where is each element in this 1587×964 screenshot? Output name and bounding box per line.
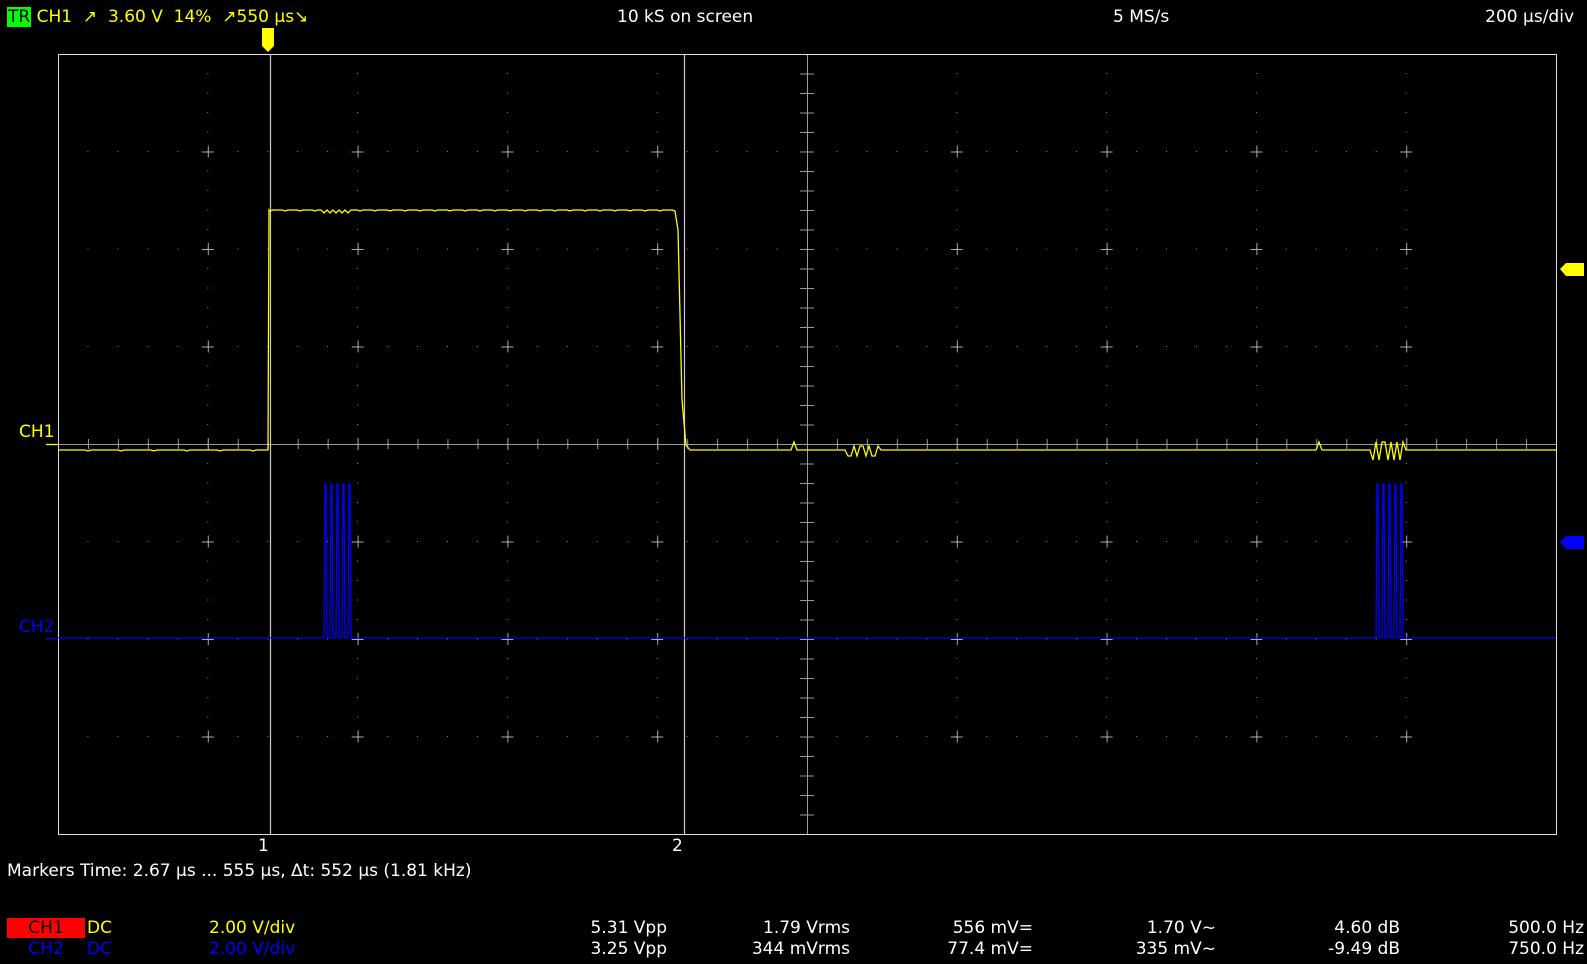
- ch2-screen-label: CH2: [19, 617, 55, 637]
- scope-display[interactable]: [0, 0, 1587, 850]
- ch2-offset-arrow-icon[interactable]: [1560, 536, 1584, 549]
- ch2-db: -9.49 dB: [1328, 939, 1400, 959]
- ch1-scale[interactable]: 2.00 V/div: [209, 918, 296, 938]
- screen-border: [58, 54, 1557, 835]
- ch2-ac: 335 mV~: [1135, 939, 1216, 959]
- sample-rate[interactable]: 5 MS/s: [1113, 7, 1170, 27]
- ch2-scale[interactable]: 2.00 V/div: [209, 939, 296, 959]
- timebase[interactable]: 200 µs/div: [1485, 7, 1574, 27]
- ch1-coupling[interactable]: DC: [87, 918, 112, 938]
- ch1-tag[interactable]: CH1: [7, 918, 85, 938]
- ch2-freq: 750.0 Hz: [1508, 939, 1584, 959]
- ch1-ac: 1.70 V~: [1146, 918, 1216, 938]
- markers-readout: Markers Time: 2.67 µs ... 555 µs, Δt: 55…: [7, 861, 472, 881]
- trigger-info[interactable]: TR CH1 ↗ 3.60 V 14% ↗550 µs↘: [7, 7, 308, 27]
- trigger-delay: ↗550 µs↘: [222, 7, 309, 27]
- ch2-coupling[interactable]: DC: [87, 939, 112, 959]
- ch1-vpp: 5.31 Vpp: [590, 918, 667, 938]
- marker-1-label: 1: [258, 836, 269, 856]
- ch2-tag[interactable]: CH2: [7, 939, 85, 959]
- samples-on-screen: 10 kS on screen: [617, 7, 754, 27]
- ch1-vrms: 1.79 Vrms: [763, 918, 850, 938]
- graticule: [58, 54, 1556, 834]
- ch1-db: 4.60 dB: [1334, 918, 1400, 938]
- ch1-offset-arrow-icon[interactable]: [1560, 263, 1584, 276]
- marker-2-label: 2: [672, 836, 683, 856]
- trigger-position-marker-icon[interactable]: [262, 28, 274, 52]
- ch2-vrms: 344 mVrms: [751, 939, 850, 959]
- ch2-vpp: 3.25 Vpp: [590, 939, 667, 959]
- trigger-badge: TR: [7, 7, 32, 27]
- ch1-dc: 556 mV=: [952, 918, 1033, 938]
- ch1-freq: 500.0 Hz: [1508, 918, 1584, 938]
- ch2-trace: [58, 483, 1556, 639]
- trigger-channel: CH1: [36, 7, 73, 27]
- ch1-trace: [58, 208, 1556, 461]
- ch1-screen-label: CH1: [19, 422, 55, 442]
- ch2-dc: 77.4 mV=: [947, 939, 1033, 959]
- trigger-percent: 14%: [173, 7, 212, 27]
- trigger-slope-icon: ↗: [82, 7, 98, 27]
- trigger-level: 3.60 V: [107, 7, 163, 27]
